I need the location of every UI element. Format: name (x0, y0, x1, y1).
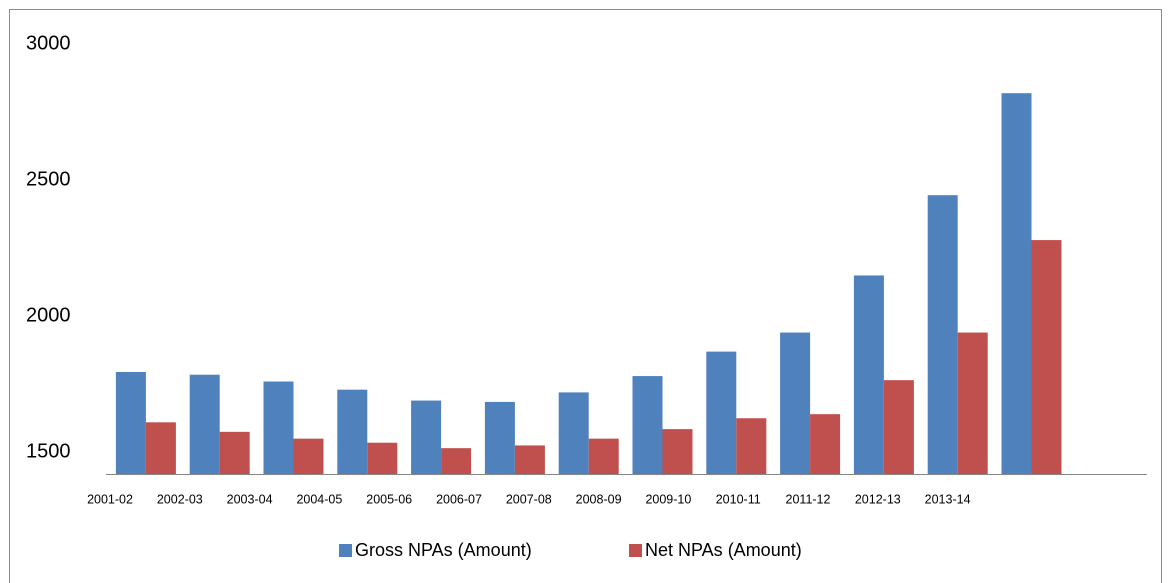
x-tick-label: 2003-04 (227, 492, 273, 506)
bar (189, 374, 220, 474)
chart-frame (9, 9, 1162, 583)
x-tick-label: 2005-06 (366, 492, 412, 506)
x-tick-label: 2002-03 (157, 492, 203, 506)
bar (853, 275, 884, 474)
legend-label: Gross NPAs (Amount) (355, 540, 532, 560)
legend-swatch (339, 544, 352, 557)
legend-swatch (629, 544, 642, 557)
bar (780, 332, 811, 474)
bar (411, 400, 442, 474)
bar (514, 445, 545, 474)
legend-label: Net NPAs (Amount) (645, 540, 802, 560)
bar (810, 414, 841, 474)
x-tick-label: 2013-14 (925, 492, 971, 506)
bar (484, 401, 515, 474)
x-tick-label: 2008-09 (576, 492, 622, 506)
y-tick-label: 3000 (26, 32, 71, 54)
bar (337, 389, 368, 474)
bar (588, 438, 619, 474)
y-tick-label: 2000 (26, 304, 71, 326)
bar (1031, 240, 1062, 474)
bar (558, 392, 589, 474)
bar (957, 332, 988, 474)
bar (219, 431, 250, 474)
bar (293, 438, 324, 474)
bar (883, 380, 914, 474)
bar (145, 422, 176, 474)
x-tick-label: 2009-10 (645, 492, 691, 506)
x-tick-label: 2007-08 (506, 492, 552, 506)
y-tick-label: 1500 (26, 440, 71, 462)
bar (441, 448, 472, 474)
x-tick-label: 2012-13 (855, 492, 901, 506)
x-tick-label: 2011-12 (786, 492, 831, 506)
bar (115, 372, 146, 474)
bar (662, 429, 693, 474)
x-tick-label: 2001-02 (87, 492, 133, 506)
y-tick-label: 2500 (26, 168, 71, 190)
bar (706, 351, 737, 474)
bar (1001, 93, 1032, 474)
bar (263, 381, 294, 474)
bar (927, 195, 958, 474)
x-tick-label: 2010-11 (716, 492, 761, 506)
x-tick-label: 2004-05 (296, 492, 342, 506)
bar (736, 418, 767, 474)
bar (367, 442, 398, 474)
bar (632, 376, 663, 474)
x-tick-label: 2006-07 (436, 492, 482, 506)
